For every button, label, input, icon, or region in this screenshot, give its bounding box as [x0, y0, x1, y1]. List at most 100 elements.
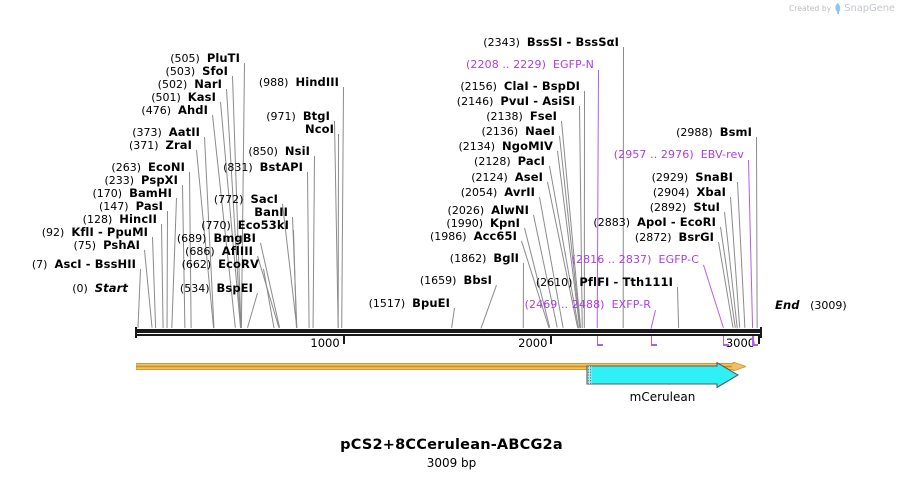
map-label-position: (128): [82, 213, 113, 226]
map-label-ebv-rev[interactable]: (2957 .. 2976) EBV-rev: [0, 149, 744, 161]
map-label-name: KasI: [187, 90, 216, 104]
map-label-bsrgi[interactable]: (2872) BsrGI: [0, 231, 714, 244]
map-label-name: BsmI: [719, 125, 752, 139]
map-label-sfoi[interactable]: (503) SfoI: [0, 65, 228, 78]
map-label-position: (2156): [460, 80, 497, 93]
map-label-asei[interactable]: (2124) AseI: [0, 171, 543, 184]
map-label-name: StuI: [693, 200, 720, 214]
map-label-name: EGFP-C: [658, 253, 699, 266]
map-label-name: BpuEI: [412, 296, 450, 310]
map-label-kpni[interactable]: (1990) KpnI: [0, 217, 520, 230]
map-label-exfp-r[interactable]: (2469 .. 2488) EXFP-R: [0, 299, 651, 311]
map-label-banii[interactable]: BanII: [0, 206, 288, 219]
map-label-pluti[interactable]: (505) PluTI: [0, 52, 240, 65]
map-label-aatii[interactable]: (373) AatII: [0, 126, 200, 139]
map-label-pspxi[interactable]: (233) PspXI: [0, 174, 178, 187]
leader-line: [756, 136, 758, 328]
map-label-hindiii[interactable]: (988) HindIII: [0, 76, 339, 89]
leader-line: [451, 308, 455, 329]
map-label-end[interactable]: End (3009): [775, 299, 847, 312]
leader-line: [677, 286, 680, 328]
map-label-kasi[interactable]: (501) KasI: [0, 91, 216, 104]
map-label-name: FseI: [529, 109, 557, 123]
map-label-position: (686): [185, 245, 215, 258]
map-label-bpuei[interactable]: (1517) BpuEI: [0, 297, 450, 310]
map-label-afliii[interactable]: (686) AflIII: [0, 245, 253, 258]
map-label-clai-bspdi[interactable]: (2156) ClaI - BspDI: [0, 80, 580, 93]
ruler-tick-label: 1000: [310, 336, 340, 350]
map-label-pasi[interactable]: (147) PasI: [0, 200, 163, 213]
map-label-position: (831): [223, 161, 253, 174]
map-label-alwni[interactable]: (2026) AlwNI: [0, 204, 529, 217]
map-label-position: (2138): [486, 110, 523, 123]
map-label-start[interactable]: (0) Start: [0, 282, 128, 295]
map-label-naei[interactable]: (2136) NaeI: [0, 125, 555, 138]
map-label-name: KpnI: [489, 216, 520, 230]
map-label-name: BspEI: [216, 281, 253, 295]
map-label-eco53ki[interactable]: (770) Eco53kI: [0, 219, 289, 232]
map-label-stui[interactable]: (2892) StuI: [0, 201, 720, 214]
map-label-pshai[interactable]: (75) PshAI: [0, 239, 140, 252]
backbone-ruler: [136, 329, 761, 336]
map-label-bsssi-bsss-i[interactable]: (2343) BssSI - BssSαI: [0, 36, 619, 49]
leader-line: [703, 264, 724, 328]
snapgene-credit: Created by SnapGene: [789, 3, 895, 14]
map-label-position: (1990): [446, 217, 483, 230]
map-label-bsmi[interactable]: (2988) BsmI: [0, 126, 752, 139]
map-label-asci-bsshii[interactable]: (7) AscI - BssHII: [0, 258, 136, 271]
feature-ruler-tick: [650, 336, 653, 345]
map-label-position: (2026): [447, 204, 485, 217]
feature-ruler-foot: [722, 344, 729, 346]
map-label-bgli[interactable]: (1862) BglI: [0, 252, 519, 265]
map-label-name: EcoNI: [148, 160, 185, 174]
map-label-btgi[interactable]: (971) BtgI: [0, 110, 330, 123]
map-label-bmgbi[interactable]: (689) BmgBI: [0, 232, 256, 245]
ruler-tick: [550, 336, 553, 344]
map-label-bstapi[interactable]: (831) BstAPI: [0, 161, 303, 174]
map-label-kfli-ppumi[interactable]: (92) KflI - PpuMI: [0, 226, 148, 239]
map-label-paci[interactable]: (2128) PacI: [0, 155, 545, 168]
map-label-name: SacI: [250, 192, 278, 206]
map-label-saci[interactable]: (772) SacI: [0, 193, 278, 206]
map-label-ahdi[interactable]: (476) AhdI: [0, 104, 208, 117]
map-label-name: PflFI - Tth111I: [579, 275, 673, 289]
map-label-position: (502): [157, 78, 188, 91]
map-label-econi[interactable]: (263) EcoNI: [0, 161, 185, 174]
mcerulean-label: mCerulean: [629, 390, 696, 404]
map-label-bspei[interactable]: (534) BspEI: [0, 282, 253, 295]
map-label-apoi-ecori[interactable]: (2883) ApoI - EcoRI: [0, 216, 716, 229]
map-label-name: EXFP-R: [611, 298, 651, 311]
map-label-egfp-c[interactable]: (2816 .. 2837) EGFP-C: [0, 254, 699, 266]
map-label-position: (1517): [368, 297, 406, 310]
map-label-position: (772): [213, 193, 244, 206]
map-label-pflfi-tth111i[interactable]: (2610) PflFI - Tth111I: [0, 276, 673, 289]
map-label-ecorv[interactable]: (662) EcoRV: [0, 258, 259, 271]
map-label-name: BbsI: [463, 273, 492, 287]
map-label-bamhi[interactable]: (170) BamHI: [0, 187, 172, 200]
mcerulean-feature-arrow[interactable]: [586, 361, 740, 389]
map-label-ngomiv[interactable]: (2134) NgoMIV: [0, 140, 553, 153]
map-label-bbsi[interactable]: (1659) BbsI: [0, 274, 492, 287]
map-label-name: EBV-rev: [700, 148, 744, 161]
map-label-position: (263): [111, 161, 142, 174]
map-label-zrai[interactable]: (371) ZraI: [0, 139, 192, 152]
map-label-egfp-n[interactable]: (2208 .. 2229) EGFP-N: [0, 59, 594, 71]
feature-ruler-foot: [752, 344, 759, 346]
map-label-position: (2343): [483, 36, 520, 49]
map-label-hincii[interactable]: (128) HincII: [0, 213, 157, 226]
map-label-nsii[interactable]: (850) NsiI: [0, 145, 310, 158]
map-label-acc65i[interactable]: (1986) Acc65I: [0, 230, 517, 243]
map-label-position: (501): [151, 91, 181, 104]
map-label-snabi[interactable]: (2929) SnaBI: [0, 171, 733, 184]
feature-ruler-foot: [650, 344, 657, 346]
map-label-ncoi[interactable]: NcoI: [0, 123, 334, 136]
map-label-fsei[interactable]: (2138) FseI: [0, 110, 557, 123]
snapgene-brand-label: SnapGene: [844, 3, 895, 14]
map-label-xbai[interactable]: (2904) XbaI: [0, 186, 726, 199]
map-label-pvui-asisi[interactable]: (2146) PvuI - AsiSI: [0, 95, 575, 108]
map-label-avrii[interactable]: (2054) AvrII: [0, 186, 535, 199]
map-label-nari[interactable]: (502) NarI: [0, 78, 222, 91]
map-label-position: (2054): [460, 186, 498, 199]
map-label-name: AatII: [168, 125, 200, 139]
ruler-tick-label: 3000: [725, 336, 756, 350]
